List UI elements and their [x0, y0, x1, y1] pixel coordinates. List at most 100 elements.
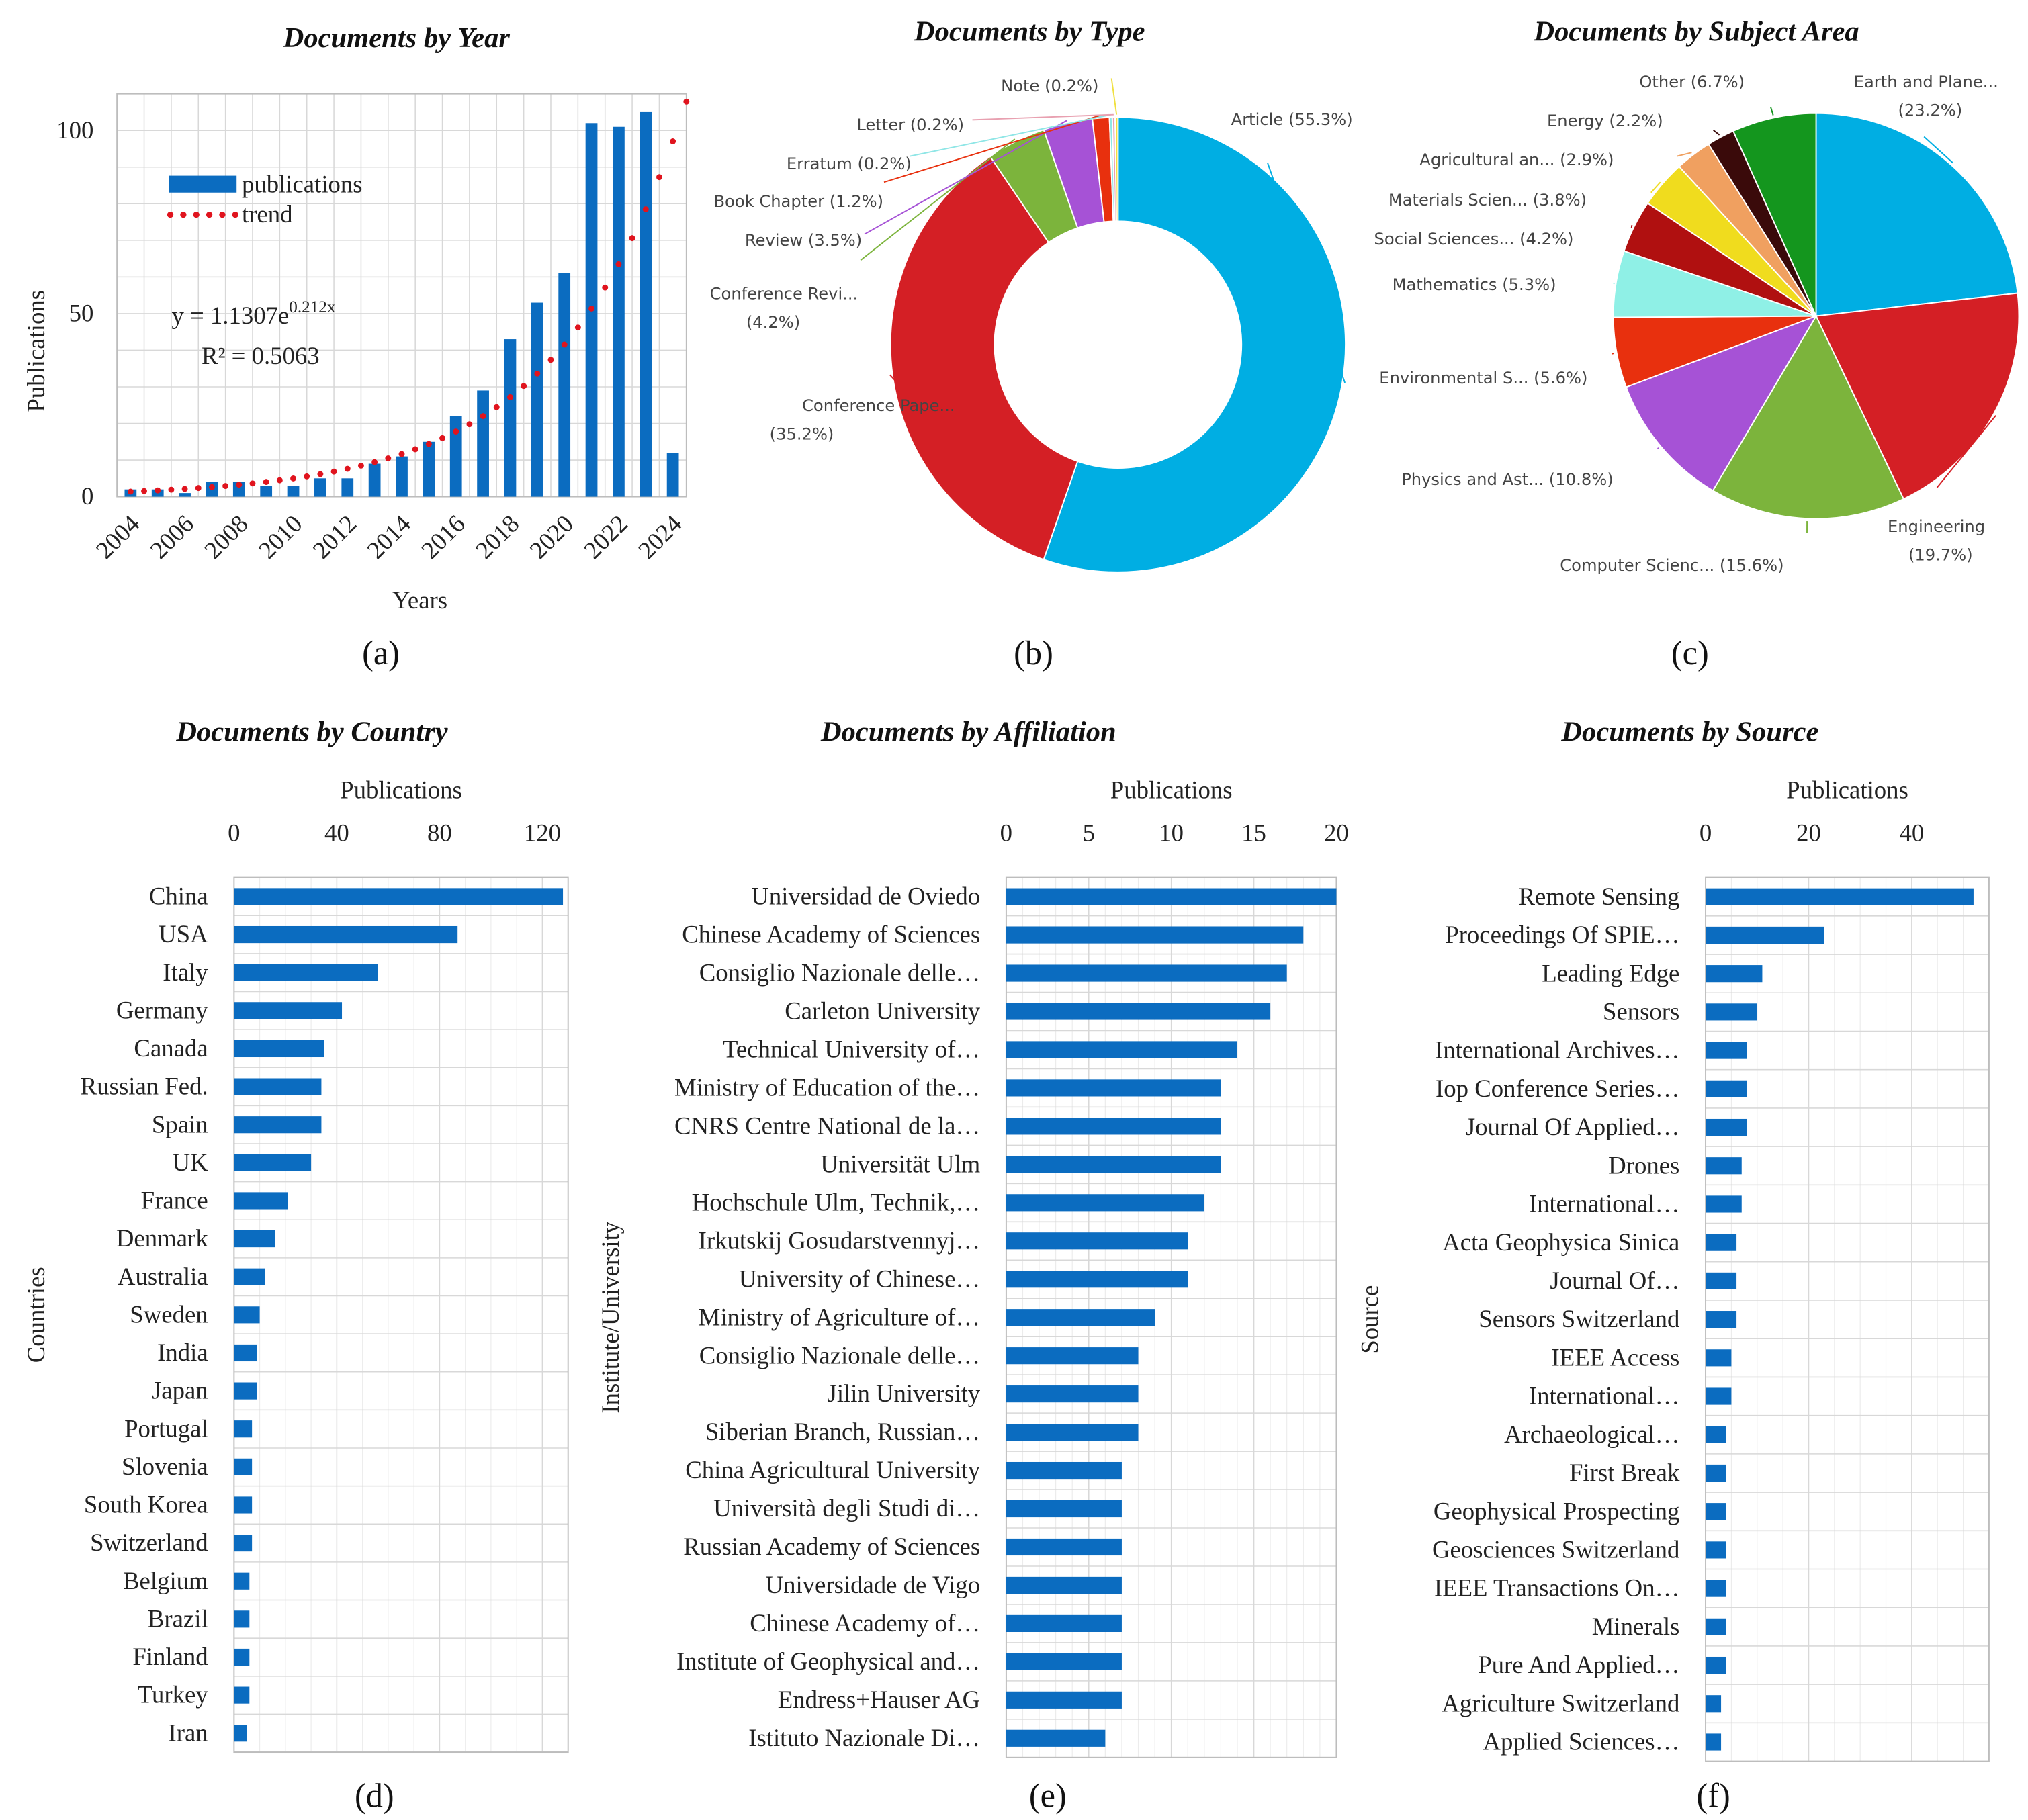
slice-earth-and-plane- — [1815, 112, 2019, 317]
bar — [1706, 1695, 1722, 1713]
bar — [234, 1686, 250, 1704]
trend-point — [208, 484, 215, 490]
slice-label: Physics and Ast... (10.8%) — [1401, 470, 1613, 489]
x-tick-label: 20 — [1796, 819, 1821, 846]
leader-line — [883, 114, 1101, 183]
x-tick-label: 2018 — [470, 510, 525, 564]
chart-documents-by-type: Documents by Type Article (55.3%) Conferen… — [710, 15, 1353, 672]
slice-label: Conference Pape... — [802, 396, 955, 415]
bar — [1006, 1691, 1122, 1709]
bar — [234, 1230, 275, 1248]
trend-point — [317, 471, 324, 477]
category-label: Canada — [134, 1034, 208, 1062]
bar — [1006, 1194, 1204, 1212]
bar — [1006, 888, 1337, 905]
bar — [234, 1610, 250, 1628]
bar — [1006, 926, 1304, 944]
slice-percent: (35.2%) — [770, 424, 834, 443]
slice-percent: (4.2%) — [746, 313, 800, 332]
slice-label: Social Sciences... (4.2%) — [1374, 230, 1574, 248]
sublabel: (d) — [355, 1776, 394, 1814]
category-label: Brazil — [148, 1604, 208, 1632]
chart-title: Documents by Affiliation — [820, 716, 1116, 747]
bar — [1706, 1195, 1742, 1213]
bar — [234, 1648, 250, 1666]
trend-equation-exponent: 0.212x — [289, 298, 336, 316]
chart-title: Documents by Source — [1560, 716, 1818, 747]
legend-swatch-trend — [232, 211, 238, 218]
bar-2006 — [179, 493, 191, 497]
bar — [1706, 1426, 1726, 1443]
x-tick-label: 2010 — [253, 510, 308, 564]
leader-line — [864, 120, 1068, 235]
bar — [1006, 1424, 1139, 1441]
trend-point — [304, 473, 310, 480]
trend-point — [480, 413, 486, 420]
bar — [1706, 1042, 1747, 1059]
trend-point — [263, 479, 269, 486]
trend-point — [506, 394, 513, 400]
trend-point — [222, 483, 229, 490]
bar — [234, 1458, 253, 1475]
trend-point — [398, 451, 405, 457]
category-label: Chinese Academy of Sciences — [682, 921, 980, 948]
y-axis-label: Source — [1356, 1285, 1383, 1354]
legend-swatch-trend — [193, 211, 200, 218]
x-axis-label: Publications — [340, 776, 462, 804]
slice-label: Review (3.5%) — [745, 231, 862, 250]
legend-swatch-trend — [167, 211, 174, 218]
category-label: Consiglio Nazionale delle… — [699, 1341, 980, 1369]
bar — [234, 1192, 288, 1210]
chart-title: Documents by Country — [175, 716, 448, 747]
trend-r-squared: R² = 0.5063 — [202, 342, 320, 369]
y-axis-label: Countries — [22, 1267, 50, 1363]
bar — [234, 1078, 322, 1095]
category-label: Universität Ulm — [820, 1150, 980, 1177]
category-label: Consiglio Nazionale delle… — [699, 959, 980, 987]
sublabel: (c) — [1671, 634, 1709, 672]
category-label: Carleton University — [785, 997, 981, 1025]
x-tick-label: 40 — [1900, 819, 1925, 846]
bar — [234, 1535, 253, 1552]
bar — [234, 925, 458, 944]
sublabel: (f) — [1697, 1776, 1730, 1814]
leader-line — [1923, 136, 1953, 164]
bar — [1706, 1464, 1726, 1482]
leader-line — [1657, 447, 1659, 449]
category-label: Iran — [168, 1719, 208, 1746]
bar — [1706, 888, 1974, 905]
bar — [1006, 964, 1287, 982]
category-label: Università degli Studi di… — [713, 1494, 980, 1522]
category-label: Portugal — [124, 1414, 208, 1442]
bar — [1006, 1079, 1221, 1097]
leader-line — [1713, 130, 1720, 136]
bar-2019 — [531, 302, 543, 497]
bar — [1006, 1653, 1122, 1670]
trend-point — [330, 468, 337, 475]
bar — [1006, 1271, 1188, 1288]
bar-2012 — [341, 478, 354, 497]
category-label: International… — [1529, 1190, 1680, 1218]
x-tick-label: 20 — [1324, 819, 1349, 846]
x-tick-label: 0 — [1700, 819, 1712, 846]
category-label: South Korea — [84, 1491, 208, 1518]
trend-point — [236, 482, 243, 488]
trend-point — [642, 206, 649, 213]
bar — [1706, 1541, 1726, 1559]
bar — [1006, 1461, 1122, 1480]
bar — [234, 1040, 324, 1058]
chart-documents-by-source: Documents by Source Publications 0 20 40 Remo… — [1356, 716, 1990, 1814]
bar — [1006, 1309, 1155, 1326]
sublabel-a: (a) — [362, 634, 400, 672]
trend-point — [656, 174, 662, 181]
trend-point — [249, 480, 256, 487]
bar — [234, 1154, 312, 1171]
bar — [1006, 1614, 1122, 1632]
category-label: UK — [173, 1148, 209, 1176]
category-label: Institute of Geophysical and… — [676, 1647, 980, 1675]
trend-point — [547, 357, 554, 363]
trend-point — [629, 235, 635, 242]
